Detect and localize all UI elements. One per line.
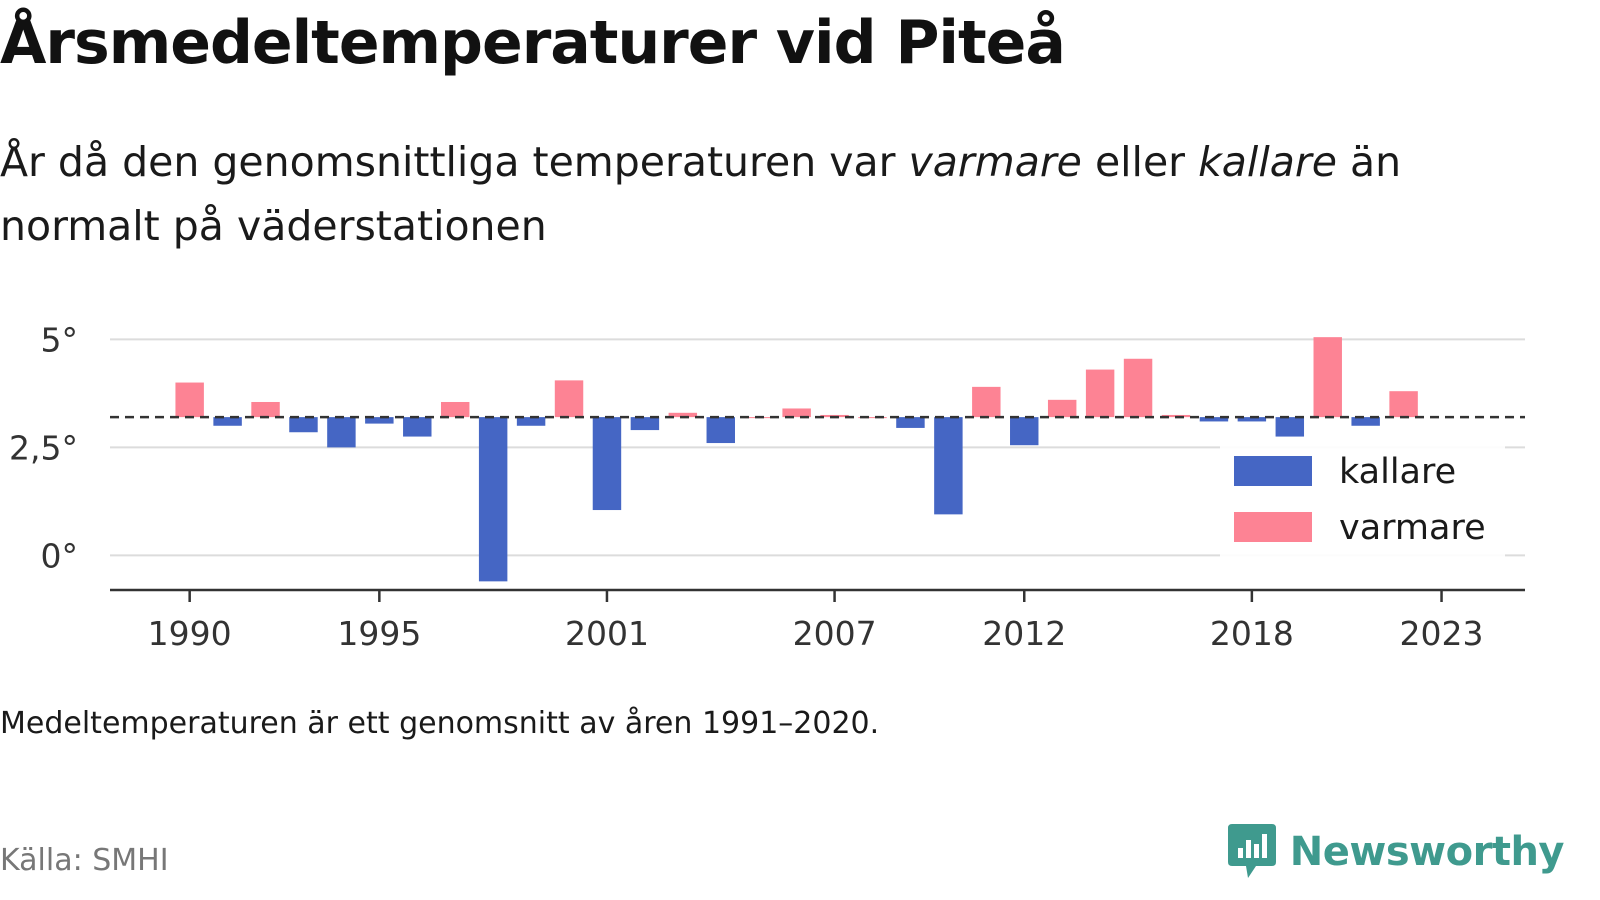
subtitle-text-2: eller [1081,138,1199,186]
bar-cold [516,417,546,426]
source-text: Källa: SMHI [0,843,169,878]
chart-subtitle: År då den genomsnittliga temperaturen va… [0,130,1560,258]
subtitle-text-3: än normalt på väderstationen [0,138,1402,250]
subtitle-text-1: År då den genomsnittliga temperaturen va… [0,138,909,186]
bar-warm [972,386,1001,418]
bar-warm [1389,391,1418,418]
bar-cold [327,417,356,448]
y-tick-label: 5° [41,320,79,359]
chart-title: Årsmedeltemperaturer vid Piteå [0,8,1066,78]
bar-warm [251,401,280,418]
x-tick-label: 1995 [337,614,421,653]
bar-cold [1199,417,1229,422]
bar-cold [1351,417,1380,426]
bar-warm [668,412,698,418]
bar-cold [706,417,735,444]
bar-cold [630,417,660,431]
brand-logo: Newsworthy [1226,822,1565,882]
y-tick-label: 0° [41,536,79,575]
bar-cold [934,417,963,515]
x-tick-label: 2023 [1400,614,1484,653]
bar-cold [1275,417,1305,437]
subtitle-warm-word: varmare [908,138,1082,186]
bar-cold [478,417,508,582]
bar-cold [1237,417,1267,422]
x-tick-label: 2007 [793,614,877,653]
bar-warm [175,382,204,418]
bar-warm [1047,399,1077,418]
legend-swatch-kallare [1234,456,1312,486]
legend-label-varmare: varmare [1339,508,1486,548]
temperature-bar-chart: 0° 2,5° 5° 1990 1995 2001 2007 2012 2018 2023 ka… [9,320,1525,653]
bar-cold [1010,417,1039,446]
newsworthy-logo-icon [1227,824,1276,878]
bar-warm [554,380,584,418]
bar-cold [403,417,432,437]
bar-cold [365,417,394,424]
x-tick-label: 2001 [565,614,649,653]
y-axis-tick-labels: 0° 2,5° 5° [9,320,78,575]
x-tick-label: 2018 [1210,614,1294,653]
x-axis-ticks: 1990 1995 2001 2007 2012 2018 2023 [148,590,1484,653]
bar-warm [1313,337,1342,418]
bar-warm [1123,358,1153,418]
bar-cold [213,417,242,426]
bar-cold [289,417,318,433]
bar-warm [782,408,811,418]
x-tick-label: 1990 [148,614,232,653]
legend-label-kallare: kallare [1339,452,1456,492]
x-tick-label: 2012 [982,614,1066,653]
footnote: Medeltemperaturen är ett genomsnitt av å… [0,706,880,741]
bar-cold [592,417,622,511]
bar-warm [440,401,470,418]
bars [175,337,1418,582]
legend-swatch-varmare [1234,512,1312,542]
bar-warm [1085,369,1115,418]
bar-cold [896,417,925,428]
bar-warm [858,417,887,419]
brand-name: Newsworthy [1289,829,1565,875]
y-tick-label: 2,5° [9,428,78,467]
legend: kallare varmare [1220,443,1505,558]
subtitle-cold-word: kallare [1198,138,1337,186]
